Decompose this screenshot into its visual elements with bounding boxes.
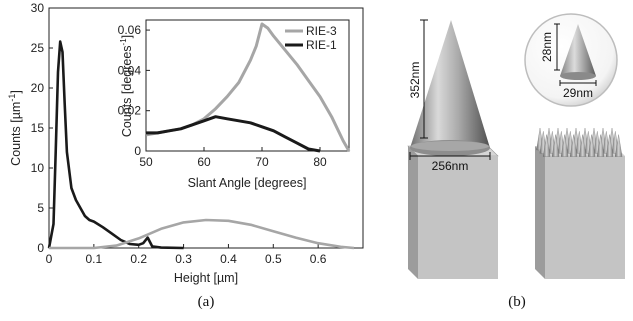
- x-tick-label: 0.3: [175, 252, 192, 266]
- inset-x-ticks: 50 60 70 80: [139, 147, 327, 169]
- x-tick-label: 0.2: [130, 252, 147, 266]
- panel-a-caption: (a): [198, 294, 215, 310]
- x-tick-label: 0.5: [265, 252, 282, 266]
- x-tick-label: 0.1: [86, 252, 103, 266]
- x-tick-label: 80: [313, 155, 327, 169]
- series-line-rie-1: [146, 115, 321, 153]
- series-line-rie-3: [49, 218, 355, 250]
- small-cone-base: [560, 72, 596, 80]
- y-tick-label: 0.06: [118, 23, 142, 37]
- series-line-rie-1: [47, 40, 184, 250]
- base-dimension: 256nm: [409, 152, 491, 173]
- large-cone: [410, 20, 490, 148]
- inset-legend: RIE-3 RIE-1: [285, 24, 337, 52]
- y-tick-label: 0: [134, 144, 141, 158]
- main-y-ticks: 0 5 10 15 20 25 30: [31, 1, 53, 255]
- nanospike: [596, 134, 605, 157]
- spike-array: [536, 127, 623, 157]
- inset-y-ticks: 0 0.02 0.04 0.06: [118, 23, 150, 158]
- inset-chart: 0 0.02 0.04 0.06 50 60 70 80 RIE-3 RIE-1 Count…: [118, 19, 351, 190]
- y-tick-label: 5: [37, 201, 44, 215]
- main-x-ticks: 0 0.1 0.2 0.3 0.4 0.5 0.6: [46, 244, 327, 266]
- x-tick-label: 0: [46, 252, 53, 266]
- nanospike: [551, 134, 560, 157]
- nanospike: [578, 134, 587, 157]
- inset-y-axis-label: Counts [degrees-1]: [119, 35, 134, 137]
- nanospike: [605, 134, 614, 157]
- zoom-base-label: 29nm: [563, 86, 593, 100]
- nanospike: [560, 134, 569, 157]
- inset-x-axis-label: Slant Angle [degrees]: [188, 176, 307, 190]
- inset-series-group: [145, 22, 351, 153]
- block-front-face: [408, 146, 418, 279]
- y-tick-label: 30: [31, 1, 45, 15]
- y-tick-label: 25: [31, 41, 45, 55]
- cone-illustration: 352nm 256nm 28nm 29nm: [407, 13, 625, 310]
- y-tick-label: 0.02: [118, 104, 142, 118]
- y-tick-label: 10: [31, 161, 45, 175]
- legend-label-rie1: RIE-1: [306, 38, 337, 52]
- spiked-block-front-face: [535, 146, 545, 279]
- zoom-height-label: 28nm: [540, 32, 554, 62]
- main-series-group: [47, 40, 355, 250]
- base-dimension-label: 256nm: [432, 159, 469, 173]
- y-tick-label: 20: [31, 81, 45, 95]
- large-cone-block: [407, 20, 499, 279]
- x-tick-label: 0.4: [220, 252, 237, 266]
- nanospike: [569, 134, 578, 157]
- large-cone-base-top: [411, 141, 489, 151]
- spiked-block: [535, 127, 625, 279]
- zoom-bubble: 28nm 29nm: [524, 13, 618, 107]
- y-tick-label: 0: [37, 241, 44, 255]
- x-tick-label: 50: [139, 155, 153, 169]
- main-x-axis-label: Height [µm]: [174, 271, 238, 285]
- y-tick-label: 15: [31, 121, 45, 135]
- block-side-face: [418, 156, 498, 279]
- panel-b-caption: (b): [508, 294, 526, 310]
- height-dimension-label: 352nm: [408, 62, 422, 99]
- nanospike: [587, 134, 596, 157]
- x-tick-label: 60: [197, 155, 211, 169]
- x-tick-label: 0.6: [310, 252, 327, 266]
- nanospike: [614, 134, 623, 157]
- y-tick-label: 0.04: [118, 63, 142, 77]
- legend-label-rie3: RIE-3: [306, 24, 337, 38]
- spiked-block-side-face: [545, 156, 625, 279]
- x-tick-label: 70: [255, 155, 269, 169]
- small-cone: [560, 24, 596, 76]
- nanospike: [542, 134, 551, 157]
- height-dimension: 352nm: [408, 19, 428, 139]
- main-y-axis-label: Counts [µm-1]: [7, 90, 23, 166]
